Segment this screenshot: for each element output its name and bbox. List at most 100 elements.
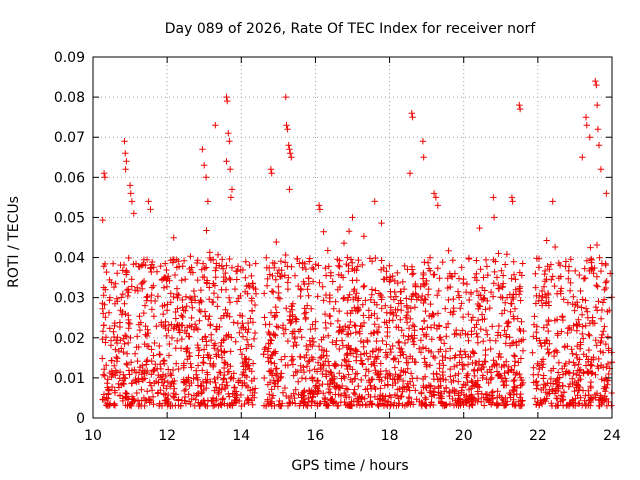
data-point <box>400 368 407 375</box>
data-point <box>141 375 148 382</box>
data-point <box>379 337 386 345</box>
data-point <box>425 265 433 272</box>
data-point <box>325 263 332 270</box>
data-point <box>492 337 499 345</box>
data-point <box>202 333 209 340</box>
data-point <box>391 364 398 371</box>
data-point <box>398 345 405 353</box>
data-point <box>303 363 311 370</box>
data-point <box>434 202 441 209</box>
data-point <box>541 267 549 275</box>
data-point <box>553 385 560 392</box>
data-point <box>146 396 153 403</box>
data-point <box>218 347 225 355</box>
data-point <box>397 393 405 401</box>
data-point <box>459 313 467 321</box>
data-point <box>485 379 492 387</box>
data-point <box>428 393 435 400</box>
data-point <box>314 377 322 384</box>
data-point <box>453 326 460 334</box>
data-point <box>203 280 211 287</box>
data-point <box>248 368 255 375</box>
data-point <box>397 297 404 304</box>
data-point <box>271 313 279 320</box>
chart-title: Day 089 of 2026, Rate Of TEC Index for r… <box>165 21 537 37</box>
data-point <box>192 396 199 403</box>
data-point <box>437 334 444 341</box>
data-point <box>396 385 403 393</box>
data-point <box>367 385 375 392</box>
data-point <box>171 394 178 401</box>
data-point <box>314 387 322 394</box>
data-point <box>232 338 239 345</box>
data-point <box>308 354 315 361</box>
data-point <box>234 320 241 327</box>
data-point <box>103 268 110 276</box>
data-point <box>123 360 130 367</box>
data-point <box>261 290 268 297</box>
data-point <box>99 305 106 312</box>
data-point <box>307 390 314 398</box>
data-point <box>222 276 229 284</box>
data-point <box>393 312 400 319</box>
data-point <box>599 349 607 356</box>
data-point <box>113 337 120 344</box>
data-point <box>242 258 249 265</box>
data-point <box>190 392 198 399</box>
data-point <box>386 392 393 399</box>
data-point <box>588 395 595 403</box>
data-point <box>269 272 276 280</box>
data-point <box>281 272 288 279</box>
data-point <box>390 296 398 303</box>
data-point <box>148 268 155 276</box>
data-point <box>147 206 154 213</box>
data-point <box>359 261 366 269</box>
data-point <box>316 354 324 362</box>
data-point <box>345 268 352 275</box>
data-point <box>131 366 138 374</box>
data-point <box>458 389 465 396</box>
data-point <box>501 307 508 314</box>
data-point <box>403 359 410 366</box>
data-point <box>582 305 590 312</box>
data-point <box>586 134 593 141</box>
data-point <box>593 241 601 249</box>
data-point <box>295 282 302 290</box>
data-point <box>567 256 574 263</box>
data-point <box>244 319 252 327</box>
data-point <box>216 369 223 376</box>
data-point <box>223 93 230 101</box>
data-point <box>356 393 363 400</box>
data-point <box>145 198 152 205</box>
data-point <box>336 263 343 270</box>
data-point <box>442 348 450 355</box>
data-point <box>444 284 451 292</box>
data-point <box>223 312 230 319</box>
data-point <box>573 321 580 329</box>
data-point <box>498 310 506 317</box>
data-point <box>179 313 186 321</box>
data-point <box>577 287 584 295</box>
data-point <box>397 316 404 323</box>
data-point <box>435 383 442 390</box>
data-point <box>570 402 577 409</box>
data-point <box>471 324 478 331</box>
data-point <box>166 340 173 348</box>
data-point <box>99 355 106 362</box>
data-point <box>215 351 222 359</box>
data-point <box>301 310 308 317</box>
data-point <box>123 271 130 278</box>
data-point <box>510 396 517 403</box>
data-point <box>175 258 182 265</box>
data-point <box>251 301 259 309</box>
data-point <box>142 397 149 404</box>
data-point <box>167 290 174 297</box>
data-point <box>279 389 287 396</box>
data-point <box>358 376 365 384</box>
data-point <box>482 346 489 354</box>
data-point <box>266 391 273 398</box>
data-point <box>545 349 553 356</box>
data-point <box>419 138 427 145</box>
data-point <box>579 323 586 330</box>
